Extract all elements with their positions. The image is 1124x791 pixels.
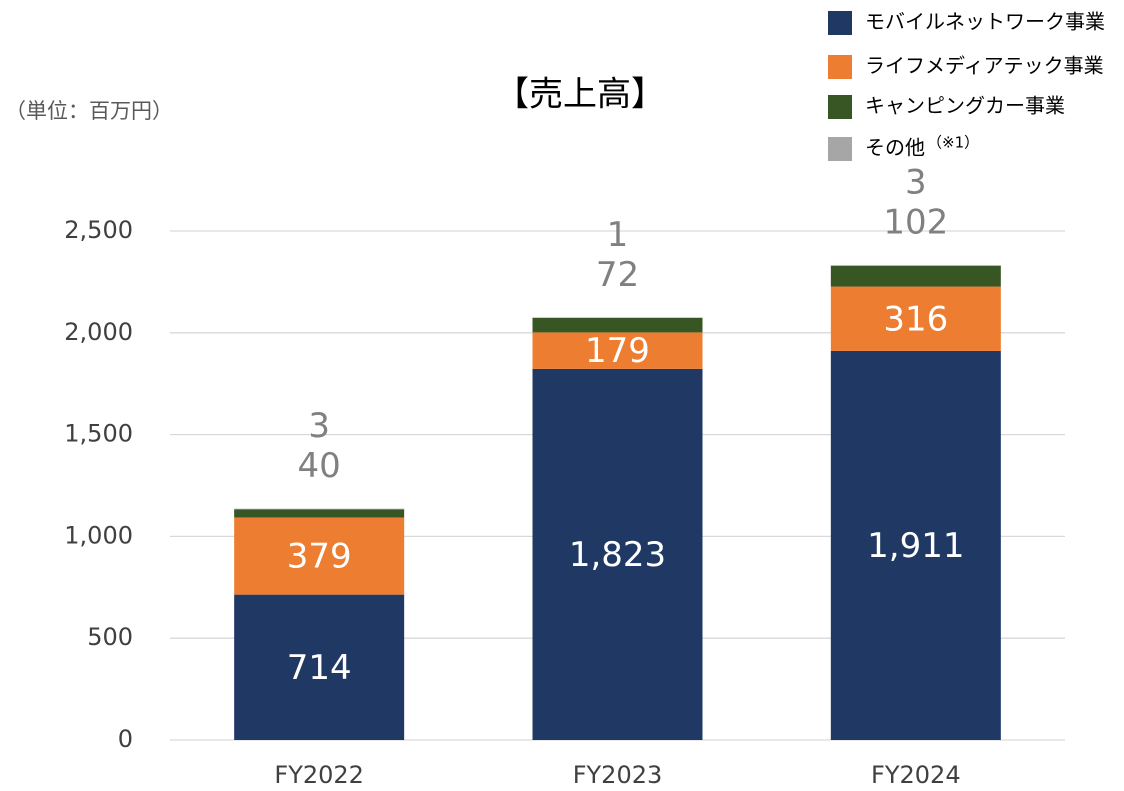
bar-segment [830, 286, 1001, 351]
legend-label: モバイルネットワーク事業 [865, 10, 1105, 34]
legend-label: その他 [865, 136, 925, 160]
legend-label: キャンピングカー事業 [865, 94, 1065, 118]
bar-segment [532, 332, 703, 369]
data-label: 3 [905, 163, 927, 203]
data-label: 72 [596, 255, 639, 295]
bar-segment [830, 350, 1001, 740]
chart-title: 【売上高】 [495, 75, 665, 115]
data-label: 379 [287, 537, 352, 577]
y-tick-label: 0 [118, 725, 133, 753]
data-label: 179 [585, 331, 650, 371]
y-tick-label: 1,000 [64, 521, 133, 549]
bar-segment [830, 265, 1001, 266]
bar-segment [234, 517, 405, 595]
data-label: 3 [308, 406, 330, 446]
bar-segment [532, 317, 703, 333]
data-label: 1,823 [569, 535, 666, 575]
bar-segment [234, 594, 405, 740]
data-label: 102 [883, 203, 948, 243]
x-tick-label: FY2023 [573, 761, 663, 789]
legend-label: ライフメディアテック事業 [865, 54, 1104, 78]
y-tick-label: 2,000 [64, 318, 133, 346]
y-tick-label: 2,500 [64, 216, 133, 244]
legend-swatch [828, 95, 852, 119]
legend-swatch [828, 137, 852, 161]
x-tick-label: FY2024 [871, 761, 961, 789]
x-tick-label: FY2022 [274, 761, 364, 789]
data-label: 316 [883, 299, 948, 339]
legend-swatch [828, 11, 852, 35]
unit-label: （単位：百万円） [5, 99, 173, 123]
bar-segment [234, 509, 405, 518]
data-label: 1 [607, 215, 629, 255]
data-label: 1,911 [867, 526, 964, 566]
bar-segment [234, 508, 405, 510]
data-label: 40 [298, 446, 341, 486]
legend-swatch [828, 55, 852, 79]
y-tick-label: 1,500 [64, 420, 133, 448]
bar-segment [830, 265, 1001, 287]
y-tick-label: 500 [87, 623, 133, 651]
bar-segment [532, 368, 703, 740]
legend-note: （※1） [927, 134, 979, 152]
data-label: 714 [287, 648, 352, 688]
